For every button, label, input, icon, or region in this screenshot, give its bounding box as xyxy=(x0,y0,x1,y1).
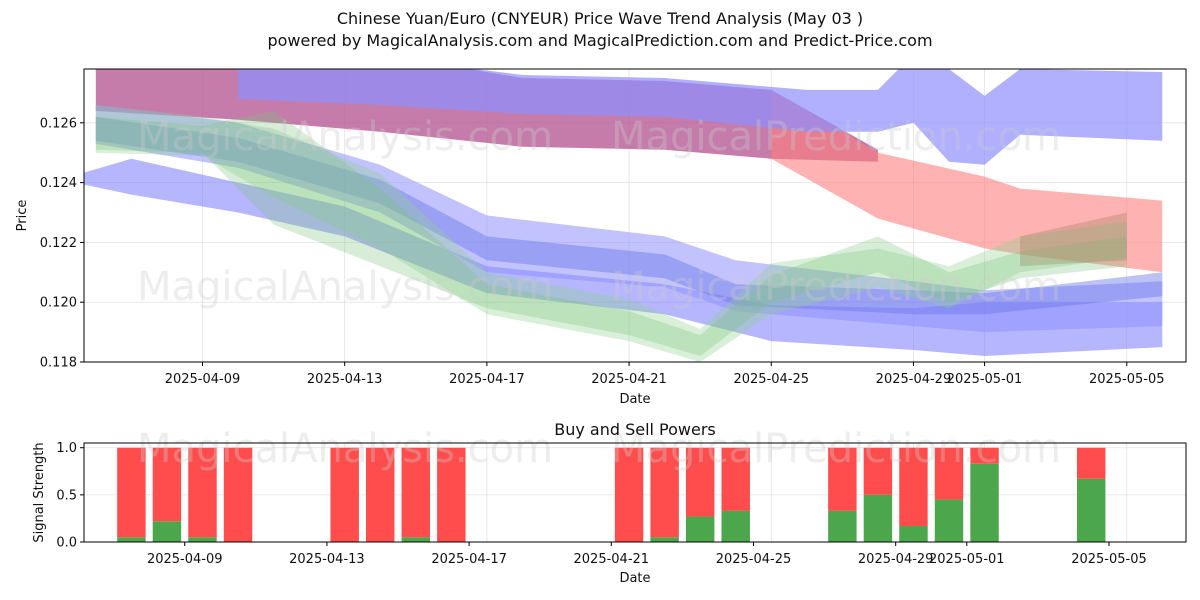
price-band xyxy=(95,104,1127,362)
watermark-text: MagicalPrediction.com xyxy=(611,264,1061,310)
price-y-tick-label: 0.120 xyxy=(40,296,77,311)
signal-x-tick-label: 2025-05-01 xyxy=(929,552,1005,567)
sell-bar xyxy=(970,447,999,464)
price-x-tick-label: 2025-05-05 xyxy=(1089,372,1165,387)
buy-bar xyxy=(721,510,750,542)
sell-bar xyxy=(828,447,857,511)
sell-bar xyxy=(437,447,466,542)
price-band xyxy=(95,104,1163,333)
price-bands xyxy=(84,69,1163,362)
signal-y-tick-label: 0.5 xyxy=(56,488,77,503)
price-y-axis-label: Price xyxy=(15,200,30,232)
buy-bar xyxy=(1076,478,1106,542)
signal-x-tick-label: 2025-05-05 xyxy=(1071,552,1147,567)
buy-bar xyxy=(863,494,893,542)
sell-bar xyxy=(899,447,928,526)
sell-bar xyxy=(330,447,359,542)
watermark-text: MagicalAnalysis.com xyxy=(137,264,553,310)
buy-bar xyxy=(401,537,431,542)
price-x-tick-label: 2025-04-29 xyxy=(876,372,952,387)
signal-y-tick-label: 0.0 xyxy=(56,536,77,551)
signal-chart-title: Buy and Sell Powers xyxy=(554,420,716,439)
price-y-tick-label: 0.122 xyxy=(40,236,77,251)
buy-bar xyxy=(117,537,146,542)
price-y-tick-label: 0.118 xyxy=(40,356,77,371)
signal-x-axis-label: Date xyxy=(619,571,650,586)
sell-bar xyxy=(1076,447,1106,479)
price-x-tick-label: 2025-04-25 xyxy=(733,372,809,387)
price-x-tick-label: 2025-05-01 xyxy=(947,372,1023,387)
signal-x-tick-label: 2025-04-29 xyxy=(858,552,934,567)
price-axes-frame xyxy=(83,68,1187,363)
sell-bar xyxy=(401,447,431,538)
watermark-text: MagicalAnalysis.com xyxy=(137,114,553,160)
price-x-tick-label: 2025-04-09 xyxy=(165,372,241,387)
sell-bar xyxy=(685,447,715,517)
price-band xyxy=(771,89,1163,273)
signal-x-tick-label: 2025-04-21 xyxy=(574,552,650,567)
price-band xyxy=(95,116,1163,315)
sell-bar xyxy=(188,447,217,538)
chart-subtitle: powered by MagicalAnalysis.com and Magic… xyxy=(267,31,933,50)
price-band xyxy=(238,69,1163,165)
watermark-text: MagicalPrediction.com xyxy=(611,114,1061,160)
buy-bar xyxy=(188,537,217,542)
buy-bar xyxy=(152,521,182,542)
buy-bar xyxy=(828,510,857,542)
signal-axes: Buy and Sell Powers 2025-04-09 2025-04-13 2… xyxy=(32,420,1187,586)
signal-x-tick-label: 2025-04-17 xyxy=(431,552,507,567)
price-axes: 2025-04-09 2025-04-13 2025-04-17 2025-04-21… xyxy=(15,68,1187,407)
price-y-tick-label: 0.124 xyxy=(40,176,77,191)
price-band xyxy=(95,110,1127,357)
price-x-tick-label: 2025-04-13 xyxy=(307,372,383,387)
buy-bar xyxy=(650,537,679,542)
price-x-tick-label: 2025-04-21 xyxy=(591,372,667,387)
price-band xyxy=(1020,212,1127,267)
sell-bar xyxy=(366,447,395,542)
signal-axes-frame xyxy=(83,442,1187,543)
buy-bar xyxy=(934,499,964,542)
sell-bar xyxy=(117,447,146,538)
sell-bar xyxy=(152,447,182,522)
sell-bar xyxy=(650,447,679,538)
sell-bar xyxy=(614,447,644,542)
signal-watermarks: MagicalAnalysis.com MagicalPrediction.com xyxy=(137,426,1061,472)
signal-y-axis-label: Signal Strength xyxy=(32,442,47,542)
buy-bar xyxy=(685,516,715,542)
price-x-axis-label: Date xyxy=(619,392,650,407)
signal-x-tick-label: 2025-04-25 xyxy=(716,552,792,567)
signal-x-tick-label: 2025-04-13 xyxy=(289,552,365,567)
signal-bars xyxy=(117,447,1106,542)
sell-bar xyxy=(721,447,750,511)
price-band xyxy=(84,158,1163,356)
price-x-tick-label: 2025-04-17 xyxy=(449,372,525,387)
watermark-text: MagicalPrediction.com xyxy=(611,426,1061,472)
price-watermarks: MagicalAnalysis.com MagicalPrediction.com… xyxy=(137,114,1061,310)
sell-bar xyxy=(934,447,964,500)
sell-bar xyxy=(863,447,893,495)
chart-title: Chinese Yuan/Euro (CNYEUR) Price Wave Tr… xyxy=(336,9,864,28)
sell-bar xyxy=(223,447,253,542)
signal-y-tick-label: 1.0 xyxy=(56,441,77,456)
buy-bar xyxy=(970,463,999,542)
signal-x-tick-label: 2025-04-09 xyxy=(147,552,223,567)
buy-bar xyxy=(899,525,928,542)
watermark-text: MagicalAnalysis.com xyxy=(137,426,553,472)
price-y-tick-label: 0.126 xyxy=(40,116,77,131)
